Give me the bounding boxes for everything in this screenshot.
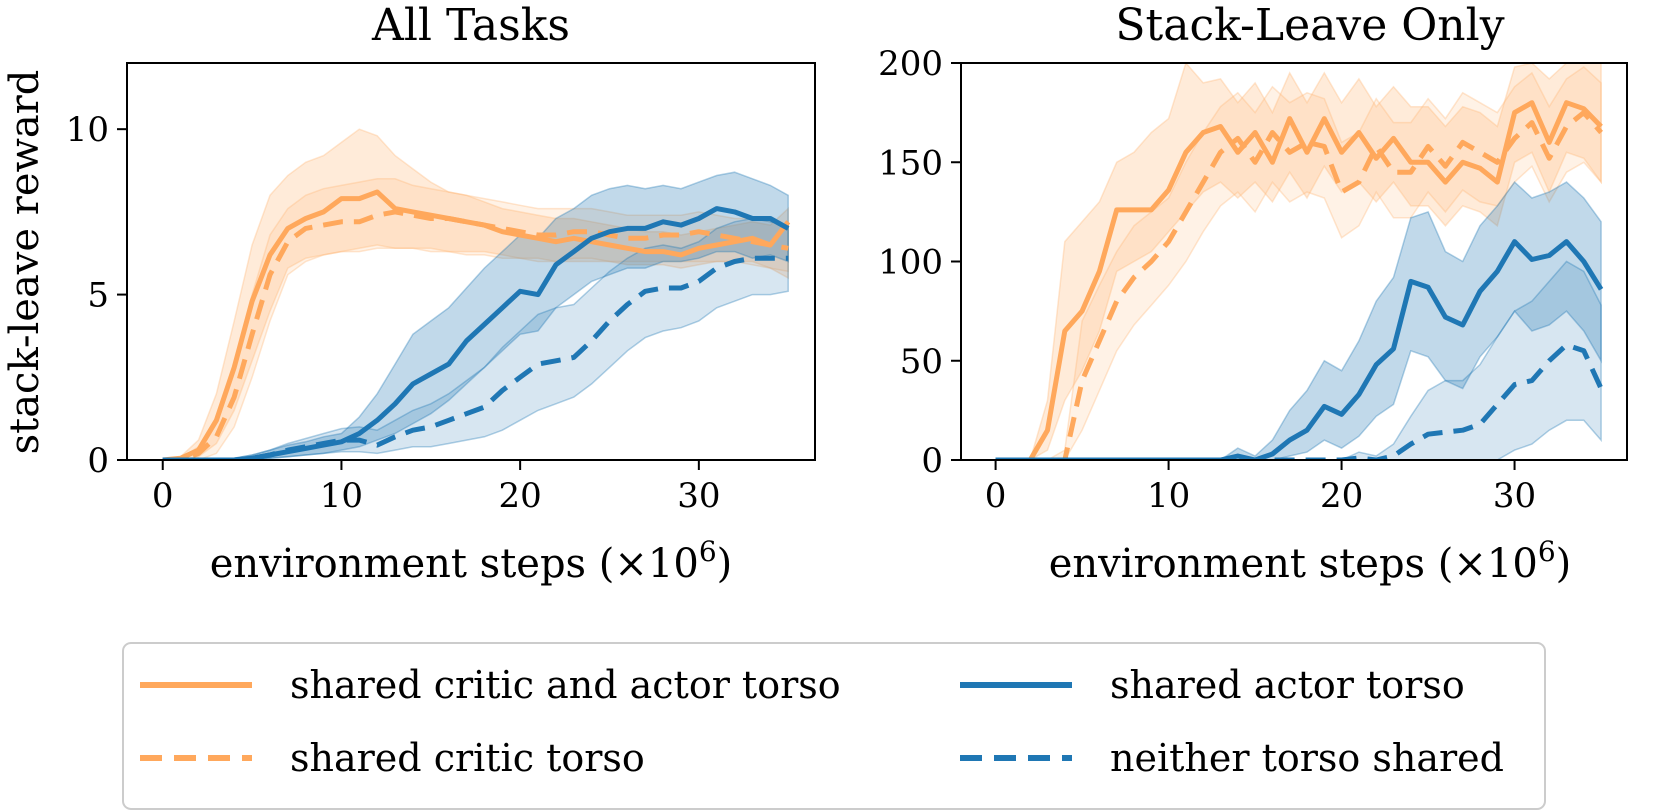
y-tick-label: 0 xyxy=(87,441,109,481)
legend-item: shared critic and actor torso xyxy=(140,663,841,707)
y-tick-label: 5 xyxy=(87,276,109,316)
x-axis-label-end: ) xyxy=(717,541,733,587)
y-tick-label: 200 xyxy=(878,44,943,84)
x-axis-label: environment steps (×106) xyxy=(1049,535,1572,587)
y-axis-label: stack-leave reward xyxy=(2,70,48,455)
x-axis-label-exponent: 6 xyxy=(1538,535,1556,568)
axes-frame xyxy=(126,62,816,461)
x-axis-label-end: ) xyxy=(1556,541,1572,587)
panel-stack-leave-only: Stack-Leave Only 0 10 20 30 0 50 100 150 200 env… xyxy=(878,0,1628,587)
legend-label: neither torso shared xyxy=(1110,736,1504,780)
y-tick-label: 150 xyxy=(878,143,943,183)
x-axis-label-exponent: 6 xyxy=(699,535,717,568)
confidence-band xyxy=(995,180,1602,460)
x-tick-label: 30 xyxy=(1493,476,1536,516)
y-tick-label: 100 xyxy=(878,243,943,283)
x-axis-label: environment steps (×106) xyxy=(210,535,733,587)
tick-group: 0 10 20 30 0 50 100 150 200 xyxy=(878,44,1536,516)
legend: shared critic and actor torso shared act… xyxy=(122,642,1546,810)
plot-area xyxy=(995,63,1604,460)
legend-frame xyxy=(122,642,1546,810)
x-tick-label: 10 xyxy=(320,476,363,516)
confidence-band xyxy=(995,260,1602,460)
x-axis-label-text: environment steps (×10 xyxy=(210,541,699,587)
series-line xyxy=(162,255,789,460)
legend-label: shared actor torso xyxy=(1110,663,1465,707)
x-tick-label: 0 xyxy=(152,476,174,516)
x-axis-label-text: environment steps (×10 xyxy=(1049,541,1538,587)
chart-title: Stack-Leave Only xyxy=(1115,0,1504,51)
chart-title: All Tasks xyxy=(371,0,570,51)
series-line xyxy=(995,110,1603,460)
x-tick-label: 10 xyxy=(1147,476,1190,516)
x-tick-label: 0 xyxy=(985,476,1007,516)
legend-label: shared critic and actor torso xyxy=(290,663,841,707)
y-tick-label: 50 xyxy=(900,342,943,382)
legend-item: neither torso shared xyxy=(960,736,1504,780)
y-tick-label: 0 xyxy=(921,441,943,481)
panel-all-tasks: All Tasks 0 10 20 30 0 5 10 environment steps … xyxy=(2,0,816,587)
legend-item: shared critic torso xyxy=(140,736,645,780)
y-tick-label: 10 xyxy=(66,110,109,150)
series-line xyxy=(995,100,1603,460)
x-tick-label: 30 xyxy=(677,476,720,516)
legend-label: shared critic torso xyxy=(290,736,645,780)
series-line xyxy=(162,209,789,460)
series-line xyxy=(995,239,1604,460)
x-tick-label: 20 xyxy=(499,476,542,516)
plot-area xyxy=(162,128,791,460)
x-tick-label: 20 xyxy=(1320,476,1363,516)
legend-item: shared actor torso xyxy=(960,663,1465,707)
tick-group: 0 10 20 30 0 5 10 xyxy=(66,110,721,516)
